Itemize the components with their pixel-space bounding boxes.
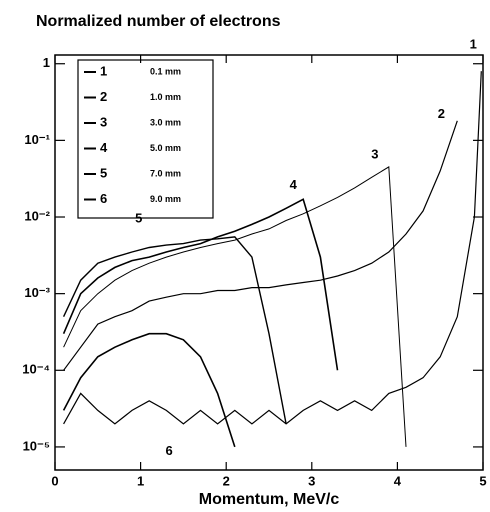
curve-label: 4 bbox=[290, 177, 298, 192]
y-tick-label: 10⁻² bbox=[24, 208, 50, 223]
legend-thickness: 0.1 mm bbox=[150, 66, 181, 76]
legend-label: 6 bbox=[100, 191, 107, 206]
legend-thickness: 1.0 mm bbox=[150, 92, 181, 102]
legend-label: 3 bbox=[100, 114, 107, 129]
y-tick-label: 10⁻⁴ bbox=[22, 362, 50, 377]
y-tick-label: 10⁻³ bbox=[24, 285, 50, 300]
legend-thickness: 7.0 mm bbox=[150, 168, 181, 178]
x-axis-label: Momentum, MeV/c bbox=[199, 491, 340, 508]
series-line bbox=[62, 236, 287, 425]
series-line bbox=[63, 120, 458, 371]
curve-label: 3 bbox=[371, 146, 378, 161]
series-line bbox=[62, 198, 339, 371]
legend-box bbox=[77, 59, 214, 219]
plot-frame bbox=[54, 54, 484, 471]
y-tick-label: 1 bbox=[43, 55, 50, 70]
curve-label: 1 bbox=[470, 37, 477, 52]
legend-thickness: 9.0 mm bbox=[150, 194, 181, 204]
legend-label: 5 bbox=[100, 165, 107, 180]
series-line bbox=[63, 166, 407, 447]
chart-title: Normalized number of electrons bbox=[36, 13, 281, 30]
legend-label: 2 bbox=[100, 89, 107, 104]
x-tick-label: 2 bbox=[223, 473, 230, 488]
series-line bbox=[63, 71, 482, 425]
x-tick-label: 3 bbox=[308, 473, 315, 488]
curve-label: 6 bbox=[166, 443, 173, 458]
curve-label: 2 bbox=[438, 106, 445, 121]
series-line bbox=[62, 332, 236, 448]
x-tick-label: 0 bbox=[51, 473, 58, 488]
x-tick-label: 1 bbox=[137, 473, 144, 488]
x-tick-label: 4 bbox=[394, 473, 402, 488]
legend-thickness: 5.0 mm bbox=[150, 143, 181, 153]
legend-label: 1 bbox=[100, 63, 107, 78]
x-tick-label: 5 bbox=[479, 473, 486, 488]
legend-thickness: 3.0 mm bbox=[150, 117, 181, 127]
y-tick-label: 10⁻¹ bbox=[24, 132, 50, 147]
curve-label: 5 bbox=[135, 210, 142, 225]
legend-label: 4 bbox=[100, 140, 108, 155]
y-tick-label: 10⁻⁵ bbox=[23, 438, 50, 453]
